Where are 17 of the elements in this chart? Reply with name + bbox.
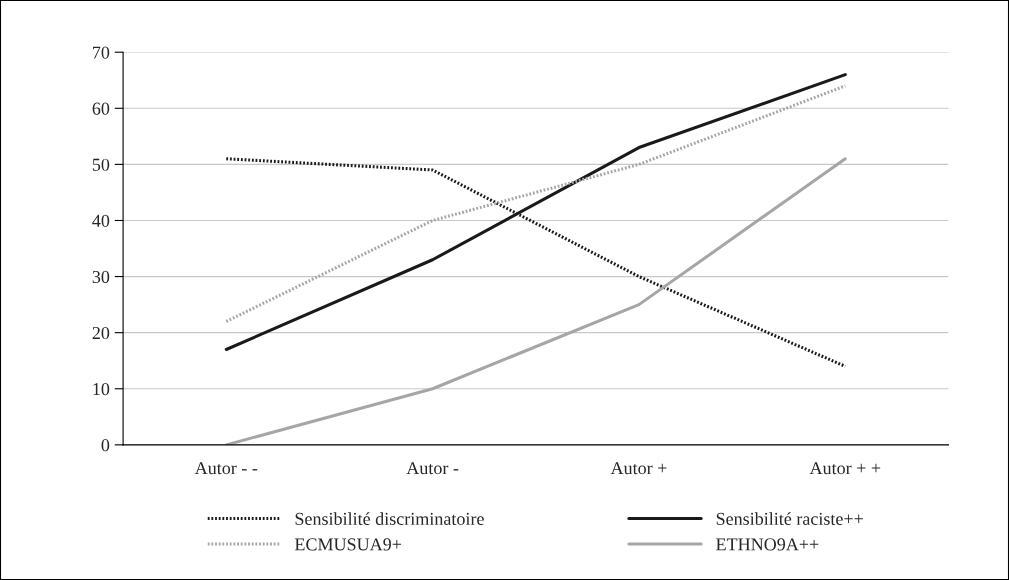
y-tick-label: 30 [92,270,110,284]
legend-label: Sensibilité discriminatoire [295,512,484,525]
y-tick-label: 10 [93,383,110,396]
y-tick-label: 60 [92,102,110,115]
legend-label: Sensibilité raciste++ [716,512,863,525]
legend-label: ETHNO9A++ [716,538,819,551]
x-tick-label: Autor + + [809,462,881,475]
y-tick-label: 70 [93,46,110,59]
legend-label: ECMUSUA9+ [294,538,402,551]
x-tick-label: Autor - [406,462,459,475]
y-tick-label: 20 [92,326,110,340]
line-series [224,157,847,445]
y-tick-label: 50 [92,158,110,171]
y-tick-label: 40 [92,214,110,227]
x-tick-label: Autor - - [194,462,258,475]
y-tick-label: 0 [101,439,110,452]
x-tick-label: Autor + [610,462,667,475]
